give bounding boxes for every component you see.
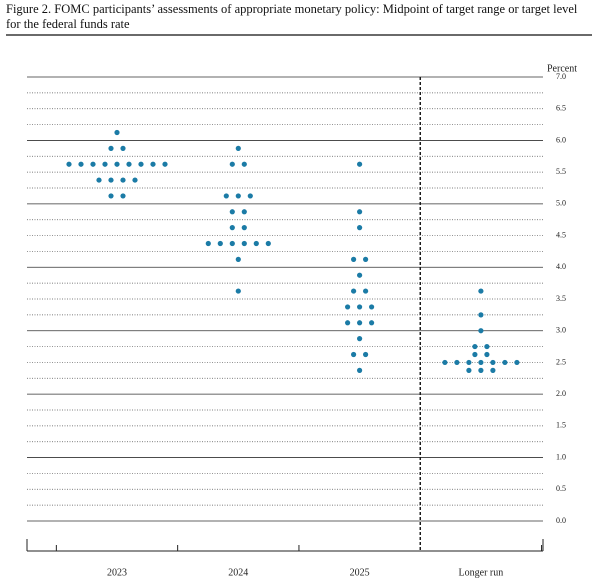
dot bbox=[120, 193, 126, 199]
x-tick-label: Longer run bbox=[459, 567, 504, 578]
y-tick-label: 2.5 bbox=[556, 357, 566, 366]
dot bbox=[357, 209, 363, 215]
dot bbox=[357, 225, 363, 231]
dot bbox=[345, 320, 351, 326]
dot bbox=[502, 359, 508, 366]
y-tick-label: 7.0 bbox=[556, 72, 566, 81]
dot bbox=[478, 312, 484, 318]
dot bbox=[235, 288, 241, 294]
dot bbox=[478, 359, 484, 366]
dot bbox=[235, 193, 241, 199]
dot bbox=[478, 367, 484, 373]
y-tick-label: 0.0 bbox=[556, 516, 566, 525]
y-tick-label: 4.0 bbox=[556, 262, 566, 271]
dot bbox=[96, 177, 102, 183]
dot bbox=[351, 256, 357, 262]
dot bbox=[357, 304, 363, 310]
dot bbox=[514, 359, 520, 366]
dot bbox=[478, 288, 484, 294]
dot bbox=[78, 161, 84, 167]
y-tick-label: 0.5 bbox=[556, 484, 566, 493]
dot bbox=[102, 161, 108, 167]
x-tick-label: 2024 bbox=[228, 567, 248, 578]
dot bbox=[357, 367, 363, 373]
dot bbox=[138, 161, 144, 167]
dot bbox=[472, 343, 478, 350]
dot bbox=[150, 161, 156, 167]
dot bbox=[357, 336, 363, 342]
dot bbox=[442, 359, 448, 366]
dot bbox=[235, 145, 241, 151]
dot bbox=[351, 351, 357, 358]
y-tick-label: 1.0 bbox=[556, 452, 566, 461]
dot bbox=[126, 161, 132, 167]
dot bbox=[241, 209, 247, 215]
y-tick-label: 5.5 bbox=[556, 167, 566, 176]
dot bbox=[229, 225, 235, 231]
dot bbox=[363, 288, 369, 294]
dot bbox=[369, 304, 375, 310]
dot bbox=[66, 161, 72, 167]
dot bbox=[229, 161, 235, 167]
dot bbox=[120, 145, 126, 151]
dot bbox=[120, 177, 126, 183]
dot bbox=[217, 240, 223, 247]
dot bbox=[241, 225, 247, 231]
dot bbox=[229, 240, 235, 247]
dot bbox=[369, 320, 375, 326]
dot bbox=[454, 359, 460, 366]
dot bbox=[466, 367, 472, 373]
y-tick-label: 2.0 bbox=[556, 389, 566, 398]
dot bbox=[490, 367, 496, 373]
x-tick-label: 2025 bbox=[350, 567, 370, 578]
y-tick-label: 6.5 bbox=[556, 104, 566, 113]
dot bbox=[162, 161, 168, 167]
dot bbox=[229, 209, 235, 215]
dot bbox=[108, 193, 114, 199]
chart-title: Figure 2. FOMC participants’ assessments… bbox=[6, 2, 578, 31]
y-tick-label: 4.5 bbox=[556, 230, 566, 239]
dot bbox=[345, 304, 351, 310]
dot bbox=[241, 161, 247, 167]
y-axis-label: Percent bbox=[547, 63, 577, 74]
y-tick-label: 5.0 bbox=[556, 199, 566, 208]
dot bbox=[363, 256, 369, 262]
dot bbox=[363, 351, 369, 358]
dot bbox=[108, 177, 114, 183]
dot bbox=[265, 240, 271, 247]
dot bbox=[247, 193, 253, 199]
x-tick-label: 2023 bbox=[107, 567, 127, 578]
dot bbox=[205, 240, 211, 247]
dot bbox=[90, 161, 96, 167]
dot bbox=[472, 351, 478, 358]
dot bbox=[466, 359, 472, 366]
y-tick-label: 3.5 bbox=[556, 294, 566, 303]
dot bbox=[357, 161, 363, 167]
dot bbox=[357, 272, 363, 278]
y-tick-label: 6.0 bbox=[556, 135, 566, 144]
dot bbox=[484, 343, 490, 350]
dot bbox=[108, 145, 114, 151]
dot bbox=[241, 240, 247, 247]
y-tick-label: 3.0 bbox=[556, 326, 566, 335]
dot bbox=[114, 161, 120, 167]
dot bbox=[253, 240, 259, 247]
dot bbox=[132, 177, 138, 183]
dot bbox=[484, 351, 490, 358]
y-tick-label: 1.5 bbox=[556, 421, 566, 430]
dot bbox=[351, 288, 357, 294]
dot bbox=[235, 256, 241, 262]
dot bbox=[223, 193, 229, 199]
dot bbox=[357, 320, 363, 326]
dot bbox=[478, 328, 484, 334]
dot bbox=[490, 359, 496, 366]
dot bbox=[114, 129, 120, 136]
